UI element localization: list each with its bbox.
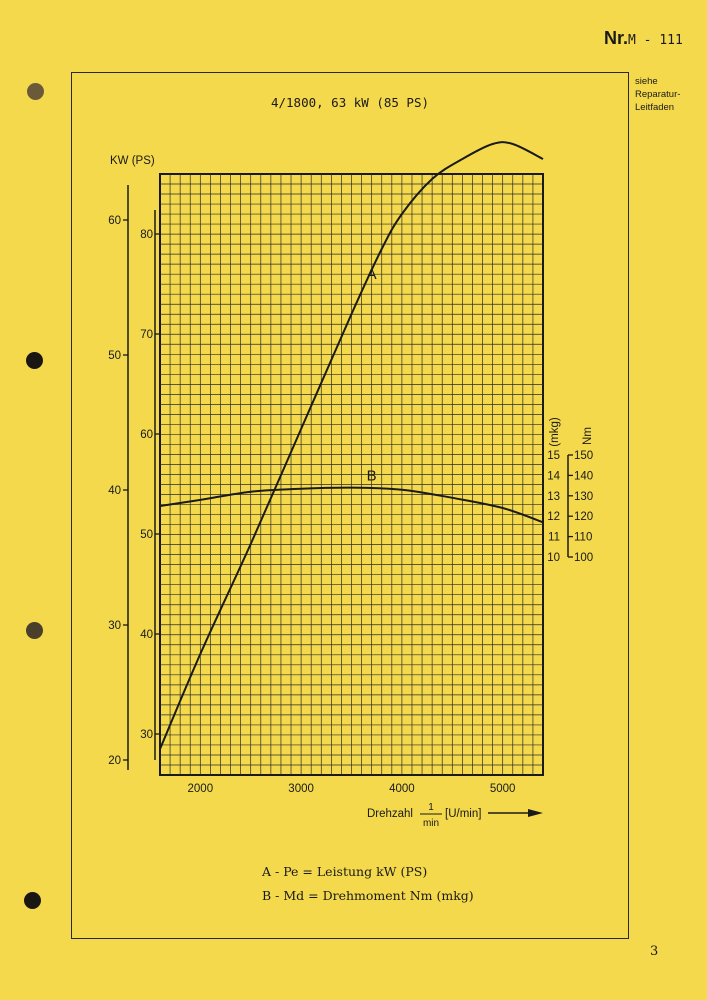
x-axis-tick-label: 5000 bbox=[490, 783, 516, 795]
ps-axis-tick-label: 30 bbox=[140, 729, 153, 741]
side-note: siehe Reparatur- Leitfaden bbox=[635, 75, 680, 114]
punch-hole bbox=[24, 892, 41, 909]
x-axis-label-numerator: 1 bbox=[428, 802, 434, 813]
legend-item-b: B - Md = Drehmoment Nm (mkg) bbox=[262, 888, 474, 903]
kw-axis-tick-label: 40 bbox=[108, 485, 121, 497]
kw-axis-tick-label: 50 bbox=[108, 350, 121, 362]
x-axis-label-prefix: Drehzahl bbox=[367, 808, 413, 820]
series-line-b bbox=[159, 486, 544, 524]
mkg-axis-tick-label: 14 bbox=[547, 470, 560, 482]
ps-axis-tick-label: 80 bbox=[140, 229, 153, 241]
x-axis-tick-label: 3000 bbox=[288, 783, 314, 795]
x-axis-tick-label: 4000 bbox=[389, 783, 415, 795]
nm-axis-tick-label: 140 bbox=[574, 470, 593, 482]
ps-axis-tick-label: 50 bbox=[140, 529, 153, 541]
nm-axis-tick-label: 150 bbox=[574, 450, 593, 462]
kw-axis-tick-label: 20 bbox=[108, 755, 121, 767]
kw-axis-tick-label: 30 bbox=[108, 620, 121, 632]
series-label-b: B bbox=[367, 468, 377, 485]
mkg-axis-label: (mkg) bbox=[549, 417, 561, 447]
nm-axis-tick-label: 110 bbox=[574, 532, 592, 544]
ps-axis-tick-label: 70 bbox=[140, 329, 153, 341]
ps-axis-tick-label: 60 bbox=[140, 429, 153, 441]
x-axis-label-unit: [U/min] bbox=[445, 808, 481, 820]
punch-hole bbox=[27, 83, 44, 100]
document-number: Nr.M - 111 bbox=[604, 28, 683, 49]
document-number-value: M - 111 bbox=[628, 33, 683, 48]
side-note-line: Leitfaden bbox=[635, 102, 675, 113]
x-axis-arrow-head bbox=[528, 809, 543, 817]
legend-item-a: A - Pe = Leistung kW (PS) bbox=[262, 864, 428, 879]
ps-axis-tick-label: 40 bbox=[140, 629, 153, 641]
x-axis-tick-label: 2000 bbox=[188, 783, 214, 795]
x-axis-label-denominator: min bbox=[423, 818, 439, 829]
punch-hole bbox=[26, 352, 43, 369]
series-line-a bbox=[159, 141, 544, 750]
nm-axis-tick-label: 120 bbox=[574, 511, 593, 523]
mkg-axis-tick-label: 11 bbox=[548, 532, 560, 544]
mkg-axis-tick-label: 13 bbox=[547, 491, 560, 503]
kw-axis-label: KW (PS) bbox=[110, 155, 155, 167]
mkg-axis-tick-label: 10 bbox=[547, 552, 560, 564]
content-frame bbox=[71, 72, 629, 939]
side-note-line: Reparatur- bbox=[635, 89, 681, 100]
kw-axis-tick-label: 60 bbox=[108, 215, 121, 227]
chart-legend: A - Pe = Leistung kW (PS) B - Md = Drehm… bbox=[262, 860, 474, 908]
chart-title: 4/1800, 63 kW (85 PS) bbox=[270, 95, 430, 110]
mkg-axis-tick-label: 12 bbox=[547, 511, 560, 523]
nm-axis-tick-label: 100 bbox=[574, 552, 593, 564]
page-number: 3 bbox=[650, 944, 659, 959]
document-number-prefix: Nr. bbox=[604, 28, 629, 48]
series-label-a: A bbox=[367, 266, 377, 283]
nm-axis-tick-label: 130 bbox=[574, 491, 593, 503]
nm-axis-label: Nm bbox=[582, 427, 594, 445]
punch-hole bbox=[26, 622, 43, 639]
side-note-line: siehe bbox=[635, 76, 658, 87]
mkg-axis-tick-label: 15 bbox=[547, 450, 560, 462]
